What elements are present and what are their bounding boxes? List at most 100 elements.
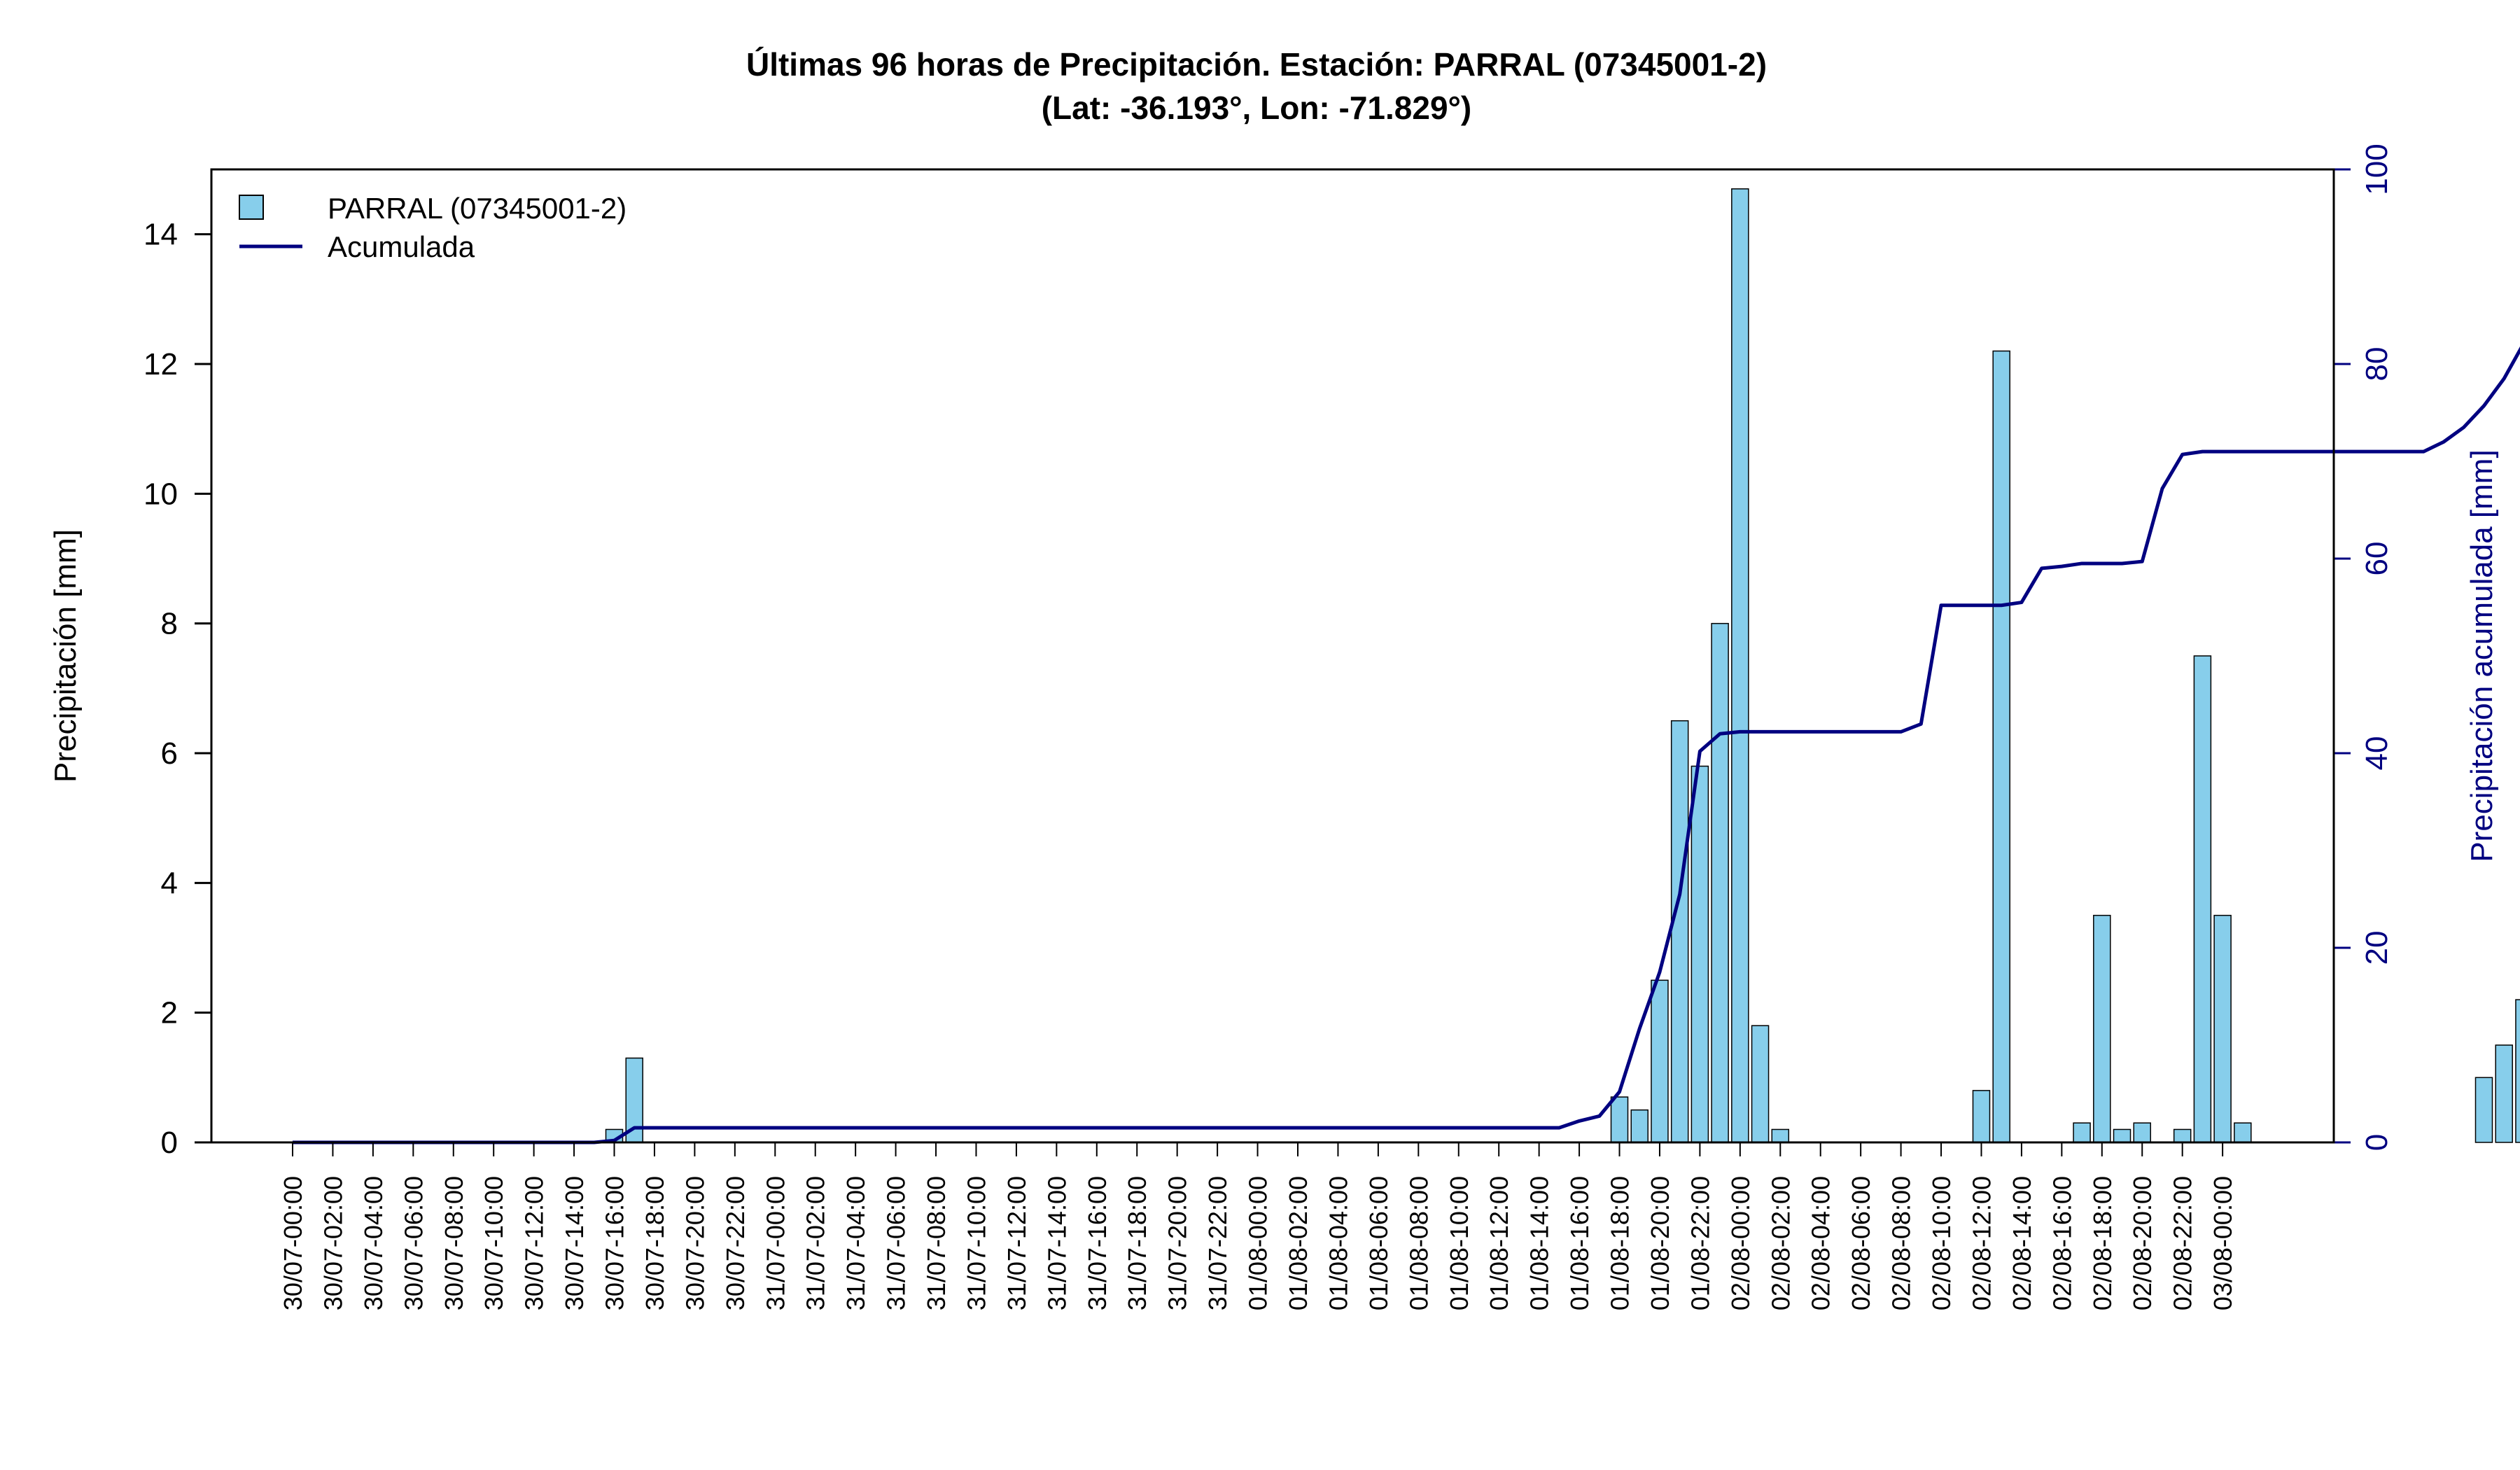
legend-bar-label: PARRAL (07345001-2) (328, 192, 626, 225)
bar-71 (1711, 622, 1729, 1143)
bar-66 (1610, 1096, 1629, 1143)
x-tick-label-34: 01/08-20:00 (1646, 1176, 1674, 1310)
chart-title: Últimas 96 horas de Precipitación. Estac… (746, 46, 1767, 83)
x-tick-label-33: 01/08-18:00 (1606, 1176, 1634, 1310)
x-tick-label-29: 01/08-10:00 (1445, 1176, 1474, 1310)
bar-111 (2515, 999, 2520, 1143)
bar-72 (1731, 188, 1749, 1143)
x-tick-label-48: 03/08-00:00 (2208, 1176, 2237, 1310)
x-tick-label-44: 02/08-16:00 (2047, 1176, 2076, 1310)
chart-subtitle: (Lat: -36.193°, Lon: -71.829°) (1042, 90, 1472, 126)
bar-73 (1751, 1025, 1770, 1143)
cumulative-line (293, 346, 2520, 1144)
x-tick-label-7: 30/07-14:00 (560, 1176, 589, 1310)
x-tick-label-38: 02/08-04:00 (1807, 1176, 1835, 1310)
legend-line-label: Acumulada (328, 230, 475, 263)
y-tick-label-0: 0 (161, 1126, 178, 1160)
bar-109 (2474, 1077, 2493, 1143)
y2-tick-label-5: 100 (2360, 144, 2394, 195)
y-tick-label-5: 10 (144, 477, 178, 511)
x-tick-label-13: 31/07-02:00 (802, 1176, 830, 1310)
x-tick-label-16: 31/07-08:00 (922, 1176, 951, 1310)
y-tick-label-2: 4 (161, 866, 178, 900)
line-layer (293, 346, 2520, 1144)
x-tick-label-4: 30/07-08:00 (440, 1176, 468, 1310)
y-axis-label: Precipitación [mm] (48, 529, 83, 783)
x-tick-label-8: 30/07-16:00 (601, 1176, 629, 1310)
bar-91 (2113, 1128, 2132, 1143)
x-tick-label-0: 30/07-00:00 (279, 1176, 307, 1310)
bar-69 (1670, 720, 1689, 1143)
y2-tick-label-1: 20 (2360, 931, 2394, 965)
bar-110 (2495, 1044, 2513, 1143)
bar-96 (2213, 914, 2232, 1143)
x-tick-label-15: 31/07-06:00 (882, 1176, 911, 1310)
y-tick-label-7: 14 (144, 218, 178, 252)
y-tick-label-3: 6 (161, 736, 178, 771)
bar-70 (1690, 765, 1709, 1143)
y-tick-label-1: 2 (161, 996, 178, 1030)
x-tick-label-40: 02/08-08:00 (1887, 1176, 1916, 1310)
x-tick-label-1: 30/07-02:00 (318, 1176, 347, 1310)
bars-layer (605, 188, 2520, 1143)
x-tick-label-28: 01/08-08:00 (1404, 1176, 1433, 1310)
bar-67 (1630, 1109, 1648, 1143)
x-tick-label-17: 31/07-10:00 (962, 1176, 990, 1310)
bar-95 (2193, 655, 2212, 1143)
x-tick-label-18: 31/07-12:00 (1002, 1176, 1031, 1310)
x-tick-label-3: 30/07-06:00 (399, 1176, 428, 1310)
y2-tick-label-4: 80 (2360, 347, 2394, 382)
x-tick-label-31: 01/08-14:00 (1525, 1176, 1554, 1310)
x-tick-label-23: 31/07-22:00 (1203, 1176, 1232, 1310)
x-tick-label-10: 30/07-20:00 (680, 1176, 709, 1310)
x-tick-label-9: 30/07-18:00 (640, 1176, 669, 1310)
x-tick-label-11: 30/07-22:00 (721, 1176, 750, 1310)
x-tick-label-42: 02/08-12:00 (1967, 1176, 1996, 1310)
x-tick-label-12: 31/07-00:00 (761, 1176, 790, 1310)
y-tick-label-4: 8 (161, 607, 178, 641)
x-tick-label-36: 02/08-00:00 (1726, 1176, 1755, 1310)
bar-97 (2234, 1122, 2252, 1143)
legend-bar-swatch (239, 195, 264, 220)
x-tick-label-39: 02/08-06:00 (1847, 1176, 1875, 1310)
bar-68 (1651, 979, 1669, 1143)
x-tick-label-32: 01/08-16:00 (1565, 1176, 1594, 1310)
y2-axis-label: Precipitación acumulada [mm] (2465, 449, 2499, 862)
bar-92 (2133, 1122, 2151, 1143)
bar-90 (2093, 914, 2111, 1143)
axes-layer: 0 2 4 6 8 10 12 14 0 20 40 60 80 100 30/07-00:00 30/07-… (144, 144, 2394, 1310)
x-tick-label-45: 02/08-18:00 (2088, 1176, 2117, 1310)
legend: PARRAL (07345001-2) Acumulada (239, 192, 626, 263)
bar-85 (1992, 350, 2010, 1143)
x-tick-label-24: 01/08-00:00 (1244, 1176, 1273, 1310)
x-tick-label-46: 02/08-20:00 (2128, 1176, 2157, 1310)
x-tick-label-37: 02/08-02:00 (1766, 1176, 1795, 1310)
x-tick-label-22: 31/07-20:00 (1163, 1176, 1192, 1310)
x-tick-label-43: 02/08-14:00 (2008, 1176, 2036, 1310)
x-tick-label-5: 30/07-10:00 (479, 1176, 508, 1310)
bar-94 (2173, 1128, 2192, 1143)
x-tick-label-27: 01/08-06:00 (1364, 1176, 1393, 1310)
x-tick-label-30: 01/08-12:00 (1485, 1176, 1513, 1310)
x-tick-label-14: 31/07-04:00 (841, 1176, 870, 1310)
y2-tick-label-0: 0 (2360, 1134, 2394, 1151)
x-tick-label-25: 01/08-02:00 (1284, 1176, 1312, 1310)
x-tick-label-26: 01/08-04:00 (1324, 1176, 1352, 1310)
bar-74 (1771, 1128, 1790, 1143)
x-tick-label-20: 31/07-16:00 (1083, 1176, 1112, 1310)
x-tick-label-41: 02/08-10:00 (1927, 1176, 1956, 1310)
y-tick-label-6: 12 (144, 347, 178, 382)
x-tick-label-2: 30/07-04:00 (359, 1176, 388, 1310)
x-tick-label-35: 01/08-22:00 (1686, 1176, 1714, 1310)
x-tick-label-6: 30/07-12:00 (520, 1176, 549, 1310)
plot-frame (210, 168, 2335, 1144)
x-tick-label-21: 31/07-18:00 (1123, 1176, 1152, 1310)
bar-89 (2073, 1122, 2091, 1143)
y2-tick-label-3: 60 (2360, 542, 2394, 576)
y2-tick-label-2: 40 (2360, 736, 2394, 771)
x-tick-label-19: 31/07-14:00 (1042, 1176, 1071, 1310)
bar-84 (1972, 1090, 1991, 1143)
x-tick-label-47: 02/08-22:00 (2169, 1176, 2197, 1310)
